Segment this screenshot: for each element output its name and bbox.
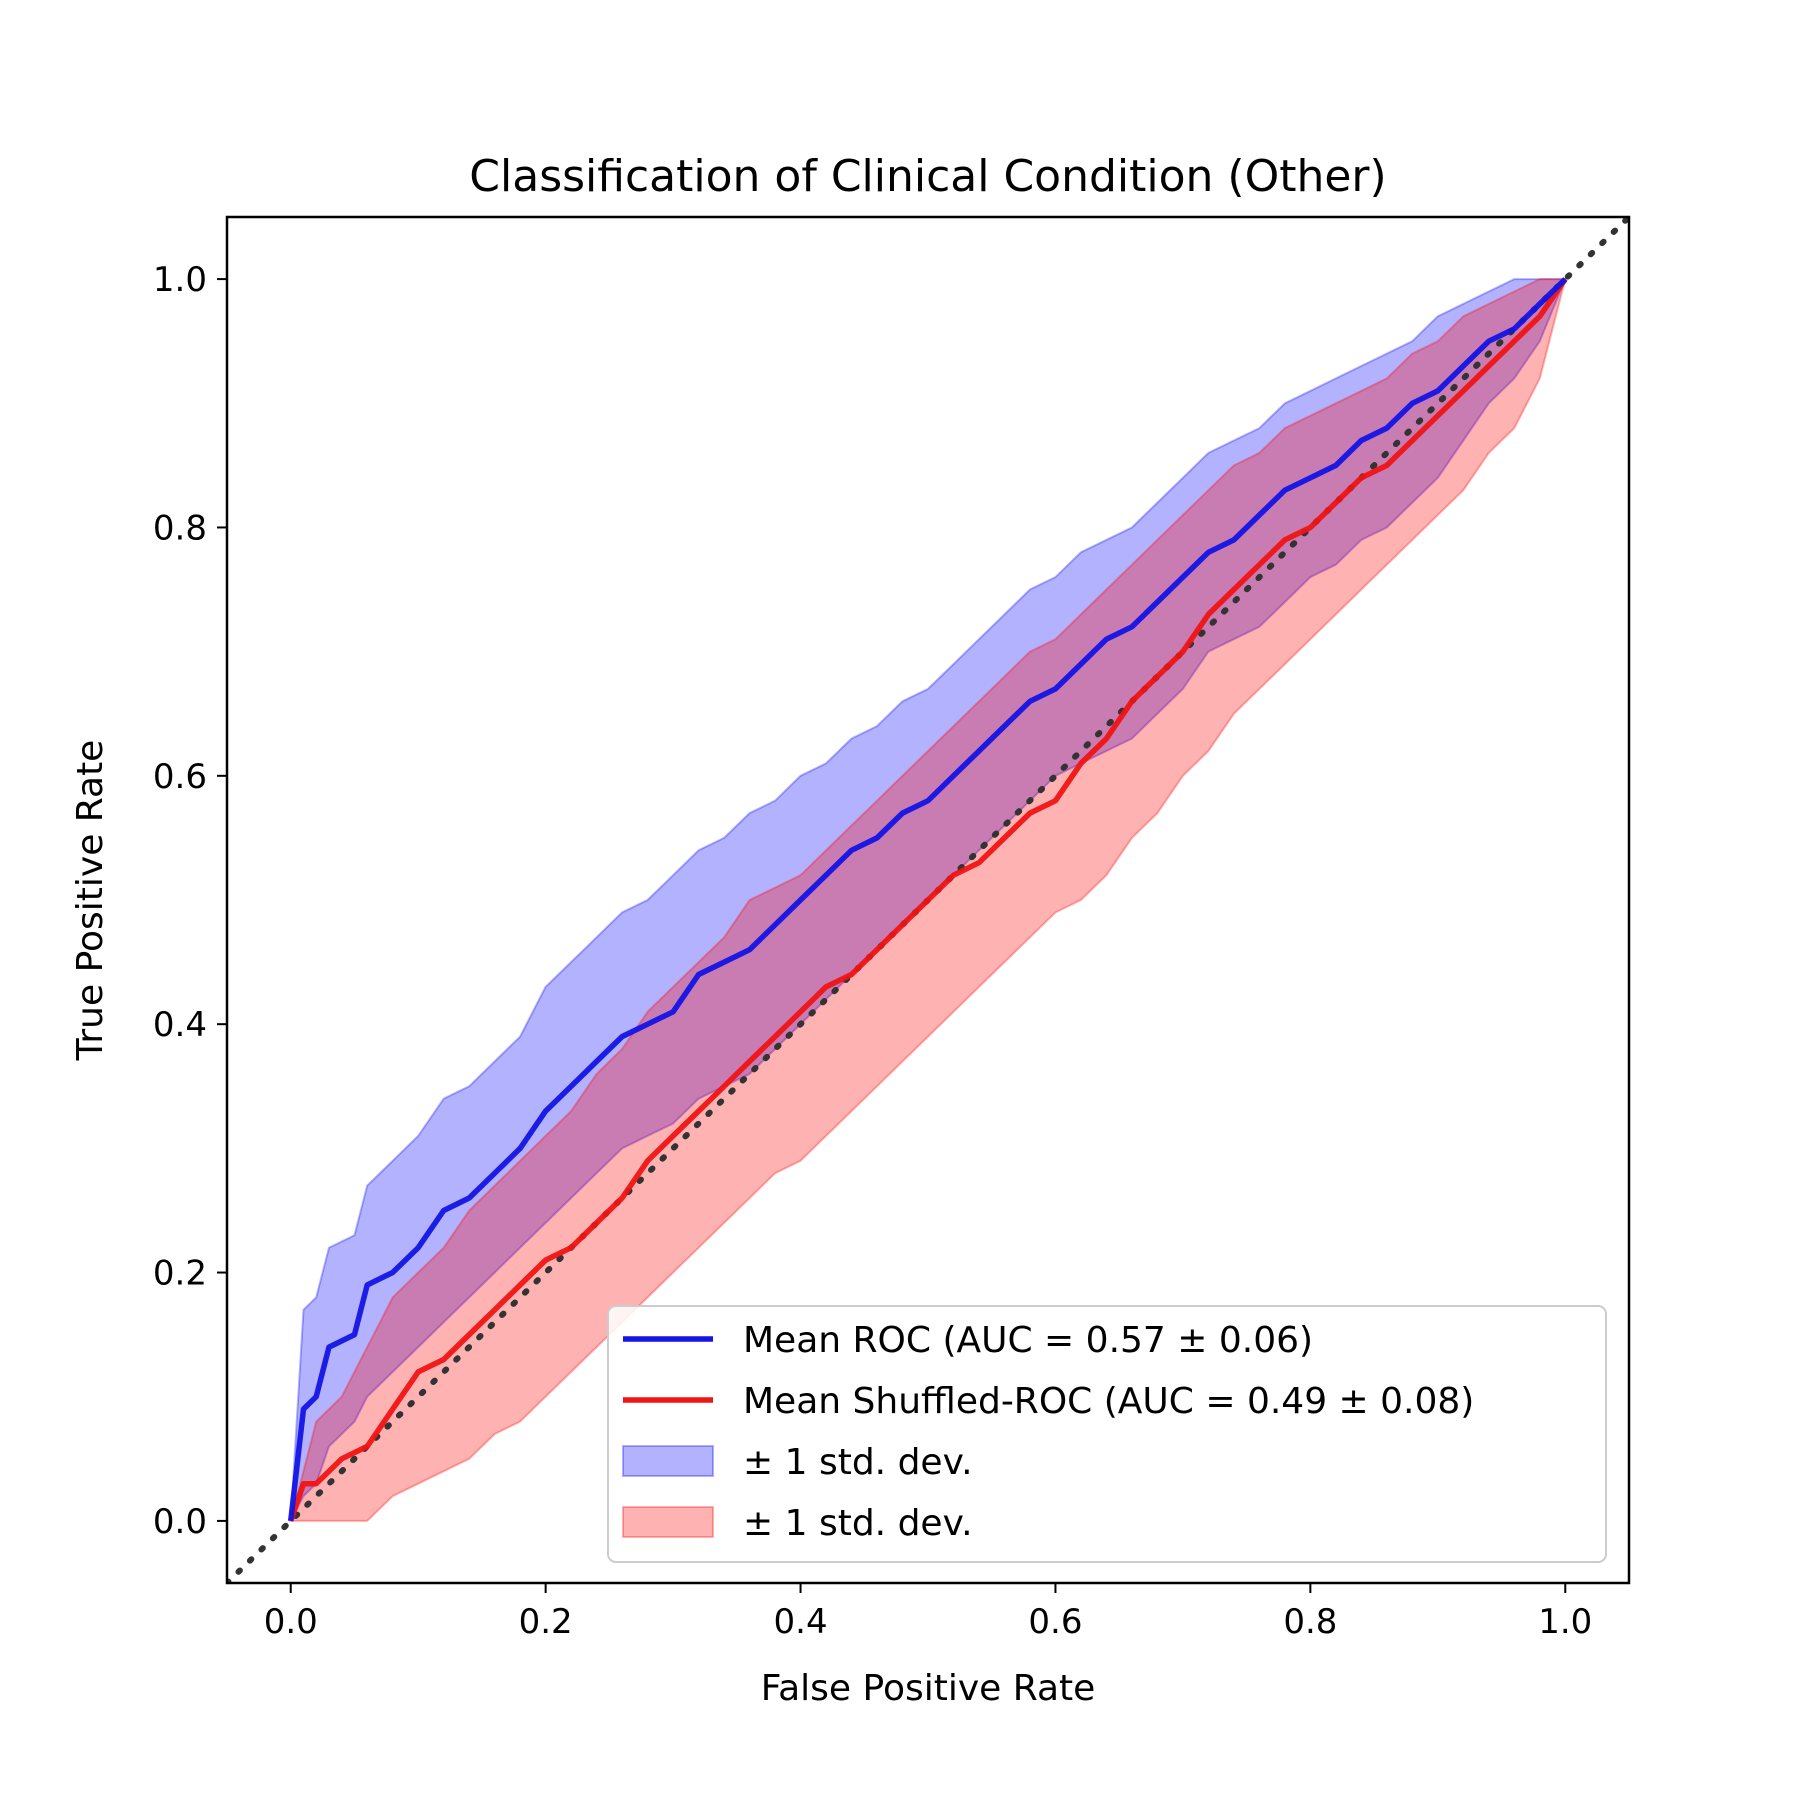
line-layer <box>227 217 1629 1583</box>
y-tick-label-4: 0.8 <box>153 508 207 548</box>
x-tick-label-3: 0.6 <box>1028 1602 1082 1642</box>
x-tick-label-5: 1.0 <box>1538 1602 1592 1642</box>
mean-line-0 <box>287 277 1568 1522</box>
x-tick-label-2: 0.4 <box>774 1602 828 1642</box>
y-tick-label-5: 1.0 <box>153 260 207 300</box>
x-tick-label-4: 0.8 <box>1283 1602 1337 1642</box>
mean-line-1 <box>288 277 1568 1522</box>
legend-box <box>607 1305 1607 1563</box>
x-tick-label-1: 0.2 <box>519 1602 573 1642</box>
legend-label-3: ± 1 std. dev. <box>743 1503 973 1544</box>
y-tick-label-2: 0.4 <box>153 1005 207 1045</box>
legend-swatch-3 <box>622 1506 714 1538</box>
legend-label-2: ± 1 std. dev. <box>743 1442 973 1483</box>
legend: Mean ROC (AUC = 0.57 ± 0.06) Mean Shuffle… <box>607 1305 1607 1563</box>
legend-label-1: Mean Shuffled-ROC (AUC = 0.49 ± 0.08) <box>743 1381 1474 1422</box>
y-tick-label-3: 0.6 <box>153 757 207 797</box>
chart-title: Classification of Clinical Condition (Ot… <box>469 151 1386 202</box>
x-tick-label-0: 0.0 <box>264 1602 318 1642</box>
y-tick-label-0: 0.0 <box>153 1502 207 1542</box>
y-axis: 0.0 0.2 0.4 0.6 0.8 1.0 <box>153 260 227 1542</box>
legend-swatch-2 <box>622 1445 714 1477</box>
y-tick-label-1: 0.2 <box>153 1254 207 1294</box>
x-axis-label: False Positive Rate <box>761 1668 1096 1709</box>
plot-frame <box>225 215 1631 1585</box>
x-axis: 0.0 0.2 0.4 0.6 0.8 1.0 <box>264 1583 1592 1642</box>
legend-label-0: Mean ROC (AUC = 0.57 ± 0.06) <box>743 1320 1313 1361</box>
y-axis-label: True Positive Rate <box>70 740 111 1062</box>
